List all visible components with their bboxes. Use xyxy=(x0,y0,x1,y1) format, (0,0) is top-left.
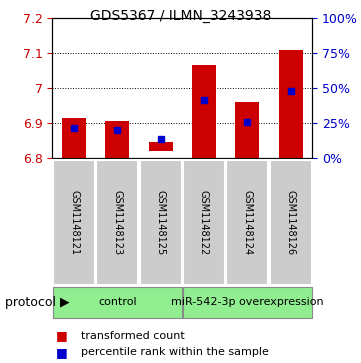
Bar xyxy=(149,142,173,151)
Text: GSM1148121: GSM1148121 xyxy=(69,190,79,255)
Bar xyxy=(279,50,303,158)
Text: ■: ■ xyxy=(56,329,68,342)
Text: control: control xyxy=(98,297,136,307)
Text: GSM1148126: GSM1148126 xyxy=(286,190,296,255)
Text: GSM1148125: GSM1148125 xyxy=(156,190,166,255)
Text: miR-542-3p overexpression: miR-542-3p overexpression xyxy=(171,297,323,307)
Text: GSM1148122: GSM1148122 xyxy=(199,190,209,255)
Text: ■: ■ xyxy=(56,346,68,359)
Bar xyxy=(105,121,129,158)
Text: protocol ▶: protocol ▶ xyxy=(5,296,70,309)
Bar xyxy=(192,65,216,158)
Text: percentile rank within the sample: percentile rank within the sample xyxy=(81,347,269,357)
Text: GSM1148123: GSM1148123 xyxy=(112,190,122,255)
Bar xyxy=(62,118,86,158)
Text: GDS5367 / ILMN_3243938: GDS5367 / ILMN_3243938 xyxy=(90,9,271,23)
Bar xyxy=(235,102,259,158)
Text: GSM1148124: GSM1148124 xyxy=(242,190,252,255)
Text: transformed count: transformed count xyxy=(81,331,185,341)
